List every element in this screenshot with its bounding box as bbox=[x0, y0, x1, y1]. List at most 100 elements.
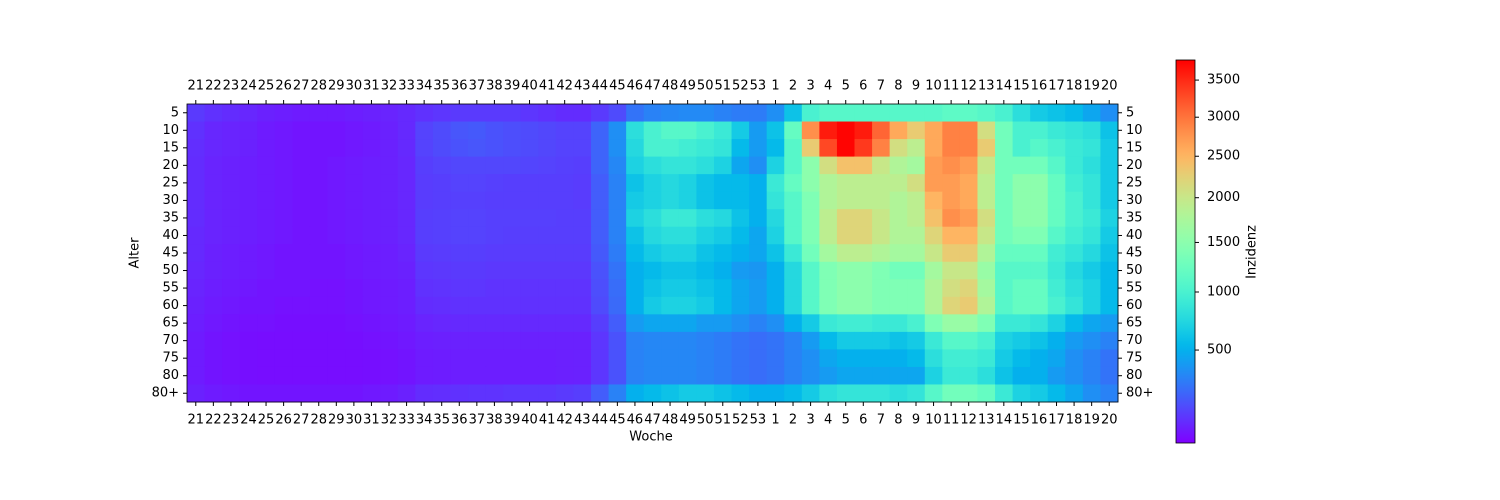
heatmap-cell bbox=[661, 174, 680, 193]
heatmap-cell bbox=[608, 156, 627, 175]
heatmap-cell bbox=[995, 384, 1014, 403]
heatmap-cell bbox=[1065, 261, 1084, 280]
y-tick-label-right: 65 bbox=[1126, 316, 1143, 331]
heatmap-cell bbox=[959, 279, 978, 298]
heatmap-cell bbox=[450, 314, 469, 333]
heatmap-cell bbox=[257, 174, 276, 193]
x-tick-label-top: 30 bbox=[346, 79, 363, 94]
heatmap-cell bbox=[345, 366, 364, 385]
heatmap-cell bbox=[292, 261, 311, 280]
heatmap-cell bbox=[204, 349, 223, 368]
heatmap-cell bbox=[1065, 191, 1084, 210]
heatmap-cell bbox=[889, 314, 908, 333]
heatmap-cell bbox=[485, 261, 504, 280]
heatmap-cell bbox=[1082, 279, 1101, 298]
heatmap-cell bbox=[713, 349, 733, 368]
heatmap-cell bbox=[924, 296, 943, 315]
heatmap-cell bbox=[573, 244, 592, 263]
heatmap-cell bbox=[766, 296, 785, 315]
heatmap-cell bbox=[415, 244, 434, 263]
heatmap-cell bbox=[836, 349, 856, 368]
heatmap-cell bbox=[696, 121, 715, 140]
heatmap-cell bbox=[977, 226, 996, 245]
heatmap-cell bbox=[731, 121, 750, 140]
heatmap-cell bbox=[187, 261, 206, 280]
heatmap-cell bbox=[292, 244, 311, 263]
heatmap-cell bbox=[959, 191, 978, 210]
heatmap-cell bbox=[977, 156, 996, 175]
heatmap-cell bbox=[380, 191, 399, 210]
heatmap-cell bbox=[942, 349, 961, 368]
heatmap-cell bbox=[977, 261, 996, 280]
heatmap-cell bbox=[503, 296, 522, 315]
heatmap-cell bbox=[907, 174, 926, 193]
heatmap-cell bbox=[327, 349, 346, 368]
heatmap-cell bbox=[713, 296, 733, 315]
heatmap-cell bbox=[1012, 156, 1031, 175]
heatmap-cell bbox=[626, 156, 645, 175]
heatmap-cell bbox=[836, 244, 856, 263]
heatmap-cell bbox=[397, 366, 416, 385]
heatmap-cell bbox=[608, 279, 627, 298]
heatmap-cell bbox=[1012, 104, 1031, 123]
heatmap-cell bbox=[713, 366, 733, 385]
x-tick-label-top: 7 bbox=[877, 79, 885, 94]
heatmap-cell bbox=[924, 244, 943, 263]
heatmap-cell bbox=[397, 139, 416, 158]
heatmap-cell bbox=[239, 244, 258, 263]
heatmap-cell bbox=[485, 384, 504, 403]
x-tick-label: 6 bbox=[859, 413, 867, 428]
heatmap-cell bbox=[977, 139, 996, 158]
x-tick-label-top: 43 bbox=[574, 79, 591, 94]
heatmap-cell bbox=[380, 296, 399, 315]
heatmap-cell bbox=[380, 139, 399, 158]
heatmap-cell bbox=[959, 261, 978, 280]
heatmap-cell bbox=[468, 191, 487, 210]
heatmap-cell bbox=[731, 366, 750, 385]
heatmap-cell bbox=[1100, 121, 1119, 140]
heatmap-cell bbox=[784, 314, 803, 333]
heatmap-cell bbox=[345, 104, 364, 123]
heatmap-cell bbox=[432, 104, 451, 123]
heatmap-cell bbox=[678, 156, 697, 175]
x-tick-label-top: 9 bbox=[912, 79, 920, 94]
heatmap-cell bbox=[854, 104, 873, 123]
heatmap-cell bbox=[907, 104, 926, 123]
heatmap-cell bbox=[503, 104, 522, 123]
heatmap-cell bbox=[468, 384, 487, 403]
heatmap-cell bbox=[555, 244, 574, 263]
heatmap-cell bbox=[309, 296, 329, 315]
heatmap-cell bbox=[924, 331, 943, 350]
heatmap-cell bbox=[1012, 261, 1031, 280]
heatmap-cell bbox=[274, 366, 293, 385]
heatmap-cell bbox=[520, 104, 539, 123]
x-tick-label: 45 bbox=[609, 413, 626, 428]
heatmap-cell bbox=[608, 209, 627, 228]
heatmap-cell bbox=[538, 209, 557, 228]
heatmap-cell bbox=[257, 366, 276, 385]
heatmap-cell bbox=[362, 331, 381, 350]
heatmap-cell bbox=[608, 104, 627, 123]
heatmap-cell bbox=[591, 384, 610, 403]
heatmap-cell bbox=[520, 121, 539, 140]
heatmap-cell bbox=[1100, 366, 1119, 385]
y-tick-label: 75 bbox=[162, 351, 179, 366]
heatmap-cell bbox=[801, 296, 820, 315]
heatmap-cell bbox=[239, 191, 258, 210]
heatmap-cell bbox=[450, 261, 469, 280]
heatmap-cell bbox=[1030, 261, 1049, 280]
heatmap-cell bbox=[889, 384, 908, 403]
heatmap-cell bbox=[573, 139, 592, 158]
heatmap-cell bbox=[1065, 226, 1084, 245]
heatmap-cell bbox=[239, 314, 258, 333]
heatmap-cell bbox=[872, 174, 891, 193]
heatmap-cell bbox=[766, 261, 785, 280]
y-tick-label: 25 bbox=[162, 175, 179, 190]
heatmap-cell bbox=[327, 244, 346, 263]
x-tick-label-top: 34 bbox=[416, 79, 433, 94]
heatmap-cell bbox=[397, 244, 416, 263]
heatmap-cell bbox=[1082, 366, 1101, 385]
heatmap-cell bbox=[766, 156, 785, 175]
heatmap-cell bbox=[309, 156, 329, 175]
heatmap-cell bbox=[1100, 244, 1119, 263]
